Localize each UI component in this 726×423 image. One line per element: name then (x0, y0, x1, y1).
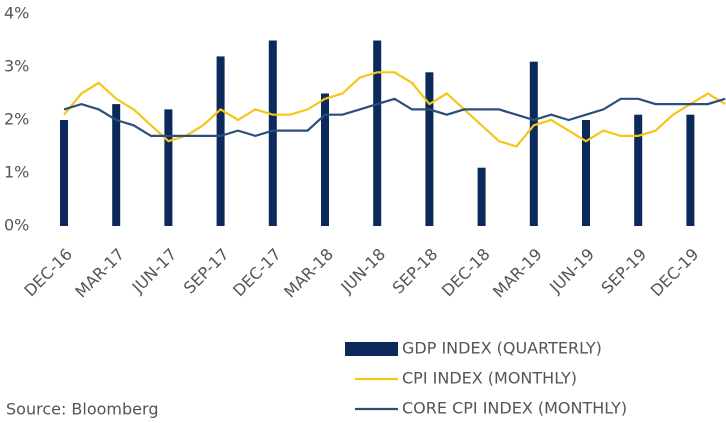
bar (425, 72, 434, 226)
y-tick-label: 1% (4, 163, 29, 182)
bar (477, 167, 486, 226)
bar (112, 104, 121, 226)
bar (321, 93, 329, 226)
legend-label: CPI INDEX (MONTHLY) (402, 369, 577, 388)
x-tick-label: MAR-18 (280, 245, 337, 302)
bar (268, 40, 277, 226)
bar (582, 120, 590, 226)
line (63, 71, 726, 148)
y-tick-label: 0% (4, 216, 29, 235)
bar (164, 109, 173, 226)
y-tick-label: 2% (4, 110, 29, 129)
bar (60, 120, 68, 226)
x-tick-label: DEC-17 (229, 245, 285, 301)
y-tick-label: 4% (4, 4, 29, 23)
source-note: Source: Bloomberg (6, 400, 158, 419)
x-tick-label: SEP-18 (389, 245, 442, 298)
x-tick-label: JUN-18 (337, 245, 390, 298)
legend-label: GDP INDEX (QUARTERLY) (402, 339, 602, 358)
bar (373, 40, 382, 226)
x-tick-label: SEP-17 (180, 245, 233, 298)
legend-label: CORE CPI INDEX (MONTHLY) (402, 399, 627, 418)
x-tick-label: JUN-19 (545, 245, 598, 298)
y-tick-label: 3% (4, 57, 29, 76)
bar (686, 114, 695, 226)
bar (216, 56, 225, 227)
line (63, 97, 726, 138)
x-tick-label: JUN-17 (128, 245, 181, 298)
x-tick-label: DEC-18 (438, 245, 494, 301)
bar (529, 61, 538, 227)
bar (634, 114, 643, 226)
legend-marker (345, 342, 398, 356)
x-tick-label: MAR-17 (71, 245, 128, 302)
x-tick-label: DEC-16 (20, 245, 76, 301)
x-tick-label: SEP-19 (597, 245, 650, 298)
x-tick-label: DEC-19 (647, 245, 703, 301)
x-tick-label: MAR-19 (489, 245, 546, 302)
